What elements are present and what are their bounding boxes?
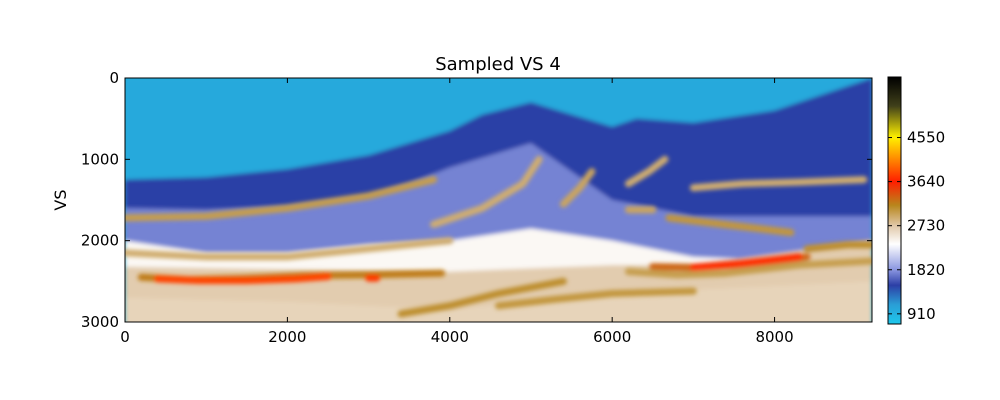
chart-title: Sampled VS 4 [435,54,561,75]
y-tick-label: 0 [109,69,119,87]
x-tick-label: 8000 [755,328,793,346]
plot-frame [124,77,873,323]
x-tick-label: 0 [120,328,130,346]
colorbar: 910 1820 2730 3640 4550 [887,76,945,325]
x-tick-label: 4000 [431,328,469,346]
x-tick-label: 6000 [593,328,631,346]
reflector-band-3 [153,272,332,285]
reflector-bands [125,155,872,318]
reflector-band-15 [495,287,697,310]
reflector-band-7 [624,155,669,188]
x-axis: 0 2000 4000 6000 8000 [120,78,794,346]
y-tick-label: 1000 [81,150,119,168]
reflector-band-14 [397,277,567,318]
x-tick-label: 2000 [268,328,306,346]
reflector-band-0 [125,176,438,222]
reflector-band-1 [125,237,454,261]
reflector-band-16 [624,257,872,279]
colorbar-tick-label: 4550 [907,129,945,147]
reflector-band-9 [665,214,795,237]
reflector-band-13 [803,241,872,253]
heatmap-area [125,78,872,322]
y-tick-label: 3000 [81,313,119,331]
reflector-band-12 [689,253,803,272]
colorbar-tick-label: 3640 [907,173,945,191]
y-tick-label: 2000 [81,232,119,250]
reflector-band-6 [559,168,596,208]
colorbar-ticks: 910 1820 2730 3640 4550 [888,129,945,323]
colorbar-gradient [887,76,902,325]
y-axis-label: VS [51,189,70,210]
colorbar-tick-label: 1820 [907,261,945,279]
y-axis: 0 1000 2000 3000 [81,69,872,331]
reflector-band-10 [689,176,868,192]
reflector-band-5 [430,155,543,228]
colorbar-tick-label: 910 [907,305,936,323]
colorbar-tick-label: 2730 [907,217,945,235]
